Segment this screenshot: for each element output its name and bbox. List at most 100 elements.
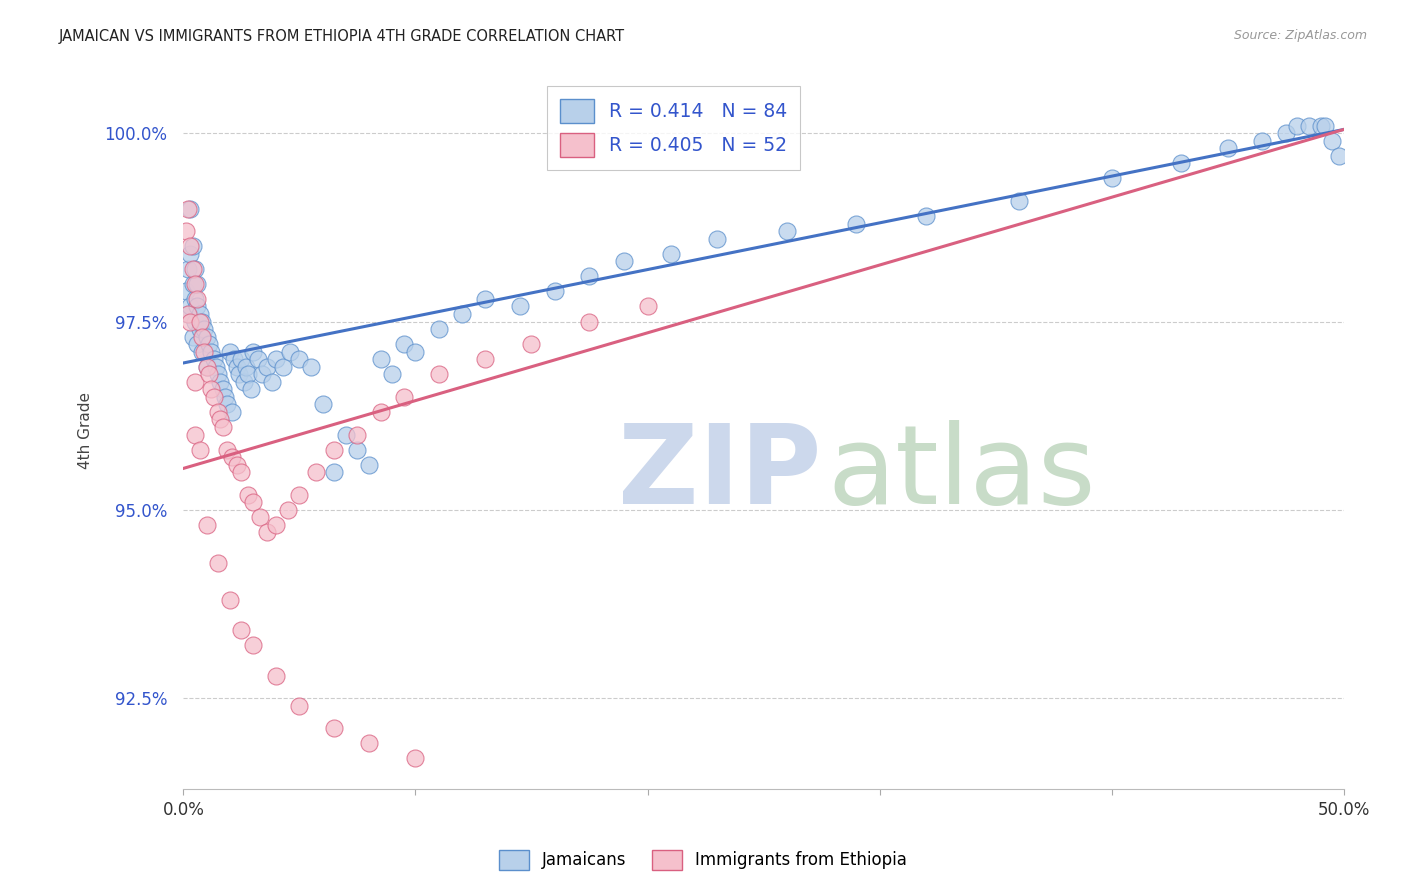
Point bbox=[211, 420, 233, 434]
Point bbox=[232, 375, 254, 389]
Point bbox=[260, 375, 283, 389]
Point bbox=[179, 202, 201, 216]
Point bbox=[225, 458, 247, 472]
Point bbox=[186, 337, 208, 351]
Point bbox=[221, 405, 243, 419]
Point bbox=[1170, 156, 1192, 170]
Legend: R = 0.414   N = 84, R = 0.405   N = 52: R = 0.414 N = 84, R = 0.405 N = 52 bbox=[547, 86, 800, 169]
Point bbox=[288, 352, 311, 367]
Point bbox=[195, 329, 218, 343]
Point bbox=[181, 239, 204, 253]
Point bbox=[181, 277, 204, 291]
Point bbox=[474, 352, 496, 367]
Point bbox=[404, 751, 426, 765]
Point bbox=[207, 368, 229, 382]
Point bbox=[195, 359, 218, 374]
Point bbox=[311, 397, 333, 411]
Point bbox=[381, 368, 404, 382]
Point bbox=[224, 352, 246, 367]
Point bbox=[181, 261, 204, 276]
Point bbox=[177, 202, 200, 216]
Point bbox=[613, 254, 636, 268]
Point bbox=[238, 488, 260, 502]
Point bbox=[221, 450, 243, 464]
Point bbox=[1327, 149, 1350, 163]
Point bbox=[225, 359, 247, 374]
Point bbox=[202, 352, 225, 367]
Point bbox=[264, 352, 287, 367]
Point bbox=[370, 352, 392, 367]
Point bbox=[288, 488, 311, 502]
Point bbox=[242, 344, 264, 359]
Point bbox=[357, 458, 380, 472]
Point bbox=[209, 412, 232, 426]
Point bbox=[706, 232, 728, 246]
Point bbox=[231, 465, 253, 479]
Point bbox=[1274, 126, 1296, 140]
Point bbox=[188, 314, 211, 328]
Point bbox=[205, 359, 228, 374]
Legend: Jamaicans, Immigrants from Ethiopia: Jamaicans, Immigrants from Ethiopia bbox=[492, 843, 914, 877]
Point bbox=[578, 314, 600, 328]
Point bbox=[509, 300, 531, 314]
Point bbox=[271, 359, 294, 374]
Point bbox=[207, 405, 229, 419]
Point bbox=[427, 322, 450, 336]
Point bbox=[179, 246, 201, 260]
Text: atlas: atlas bbox=[827, 420, 1095, 527]
Point bbox=[195, 359, 218, 374]
Point bbox=[474, 292, 496, 306]
Point bbox=[1286, 119, 1309, 133]
Point bbox=[242, 495, 264, 509]
Point bbox=[184, 314, 207, 328]
Point bbox=[256, 525, 278, 540]
Point bbox=[211, 382, 233, 396]
Point bbox=[217, 442, 239, 457]
Point bbox=[252, 368, 274, 382]
Point bbox=[277, 503, 299, 517]
Point bbox=[1251, 134, 1274, 148]
Point bbox=[186, 277, 208, 291]
Point bbox=[198, 337, 221, 351]
Point bbox=[184, 427, 207, 442]
Point bbox=[299, 359, 322, 374]
Point bbox=[264, 517, 287, 532]
Point bbox=[278, 344, 301, 359]
Point bbox=[174, 224, 197, 238]
Point bbox=[193, 322, 215, 336]
Point bbox=[191, 329, 214, 343]
Point bbox=[209, 375, 232, 389]
Point bbox=[191, 314, 214, 328]
Point bbox=[323, 442, 346, 457]
Point bbox=[242, 639, 264, 653]
Y-axis label: 4th Grade: 4th Grade bbox=[79, 392, 93, 469]
Point bbox=[184, 261, 207, 276]
Point bbox=[202, 390, 225, 404]
Point bbox=[370, 405, 392, 419]
Point bbox=[177, 261, 200, 276]
Point bbox=[1216, 141, 1239, 155]
Point bbox=[231, 624, 253, 638]
Text: ZIP: ZIP bbox=[619, 420, 823, 527]
Point bbox=[346, 442, 368, 457]
Point bbox=[288, 698, 311, 713]
Point bbox=[193, 344, 215, 359]
Point bbox=[239, 382, 262, 396]
Point bbox=[1008, 194, 1031, 208]
Point bbox=[179, 300, 201, 314]
Point bbox=[200, 344, 222, 359]
Point bbox=[218, 593, 240, 607]
Point bbox=[184, 375, 207, 389]
Point bbox=[231, 352, 253, 367]
Point bbox=[191, 344, 214, 359]
Point bbox=[659, 246, 682, 260]
Point bbox=[181, 329, 204, 343]
Point bbox=[207, 556, 229, 570]
Text: JAMAICAN VS IMMIGRANTS FROM ETHIOPIA 4TH GRADE CORRELATION CHART: JAMAICAN VS IMMIGRANTS FROM ETHIOPIA 4TH… bbox=[59, 29, 626, 44]
Point bbox=[228, 368, 250, 382]
Point bbox=[200, 382, 222, 396]
Point bbox=[520, 337, 543, 351]
Point bbox=[249, 510, 271, 524]
Point bbox=[177, 307, 200, 321]
Point bbox=[1315, 119, 1337, 133]
